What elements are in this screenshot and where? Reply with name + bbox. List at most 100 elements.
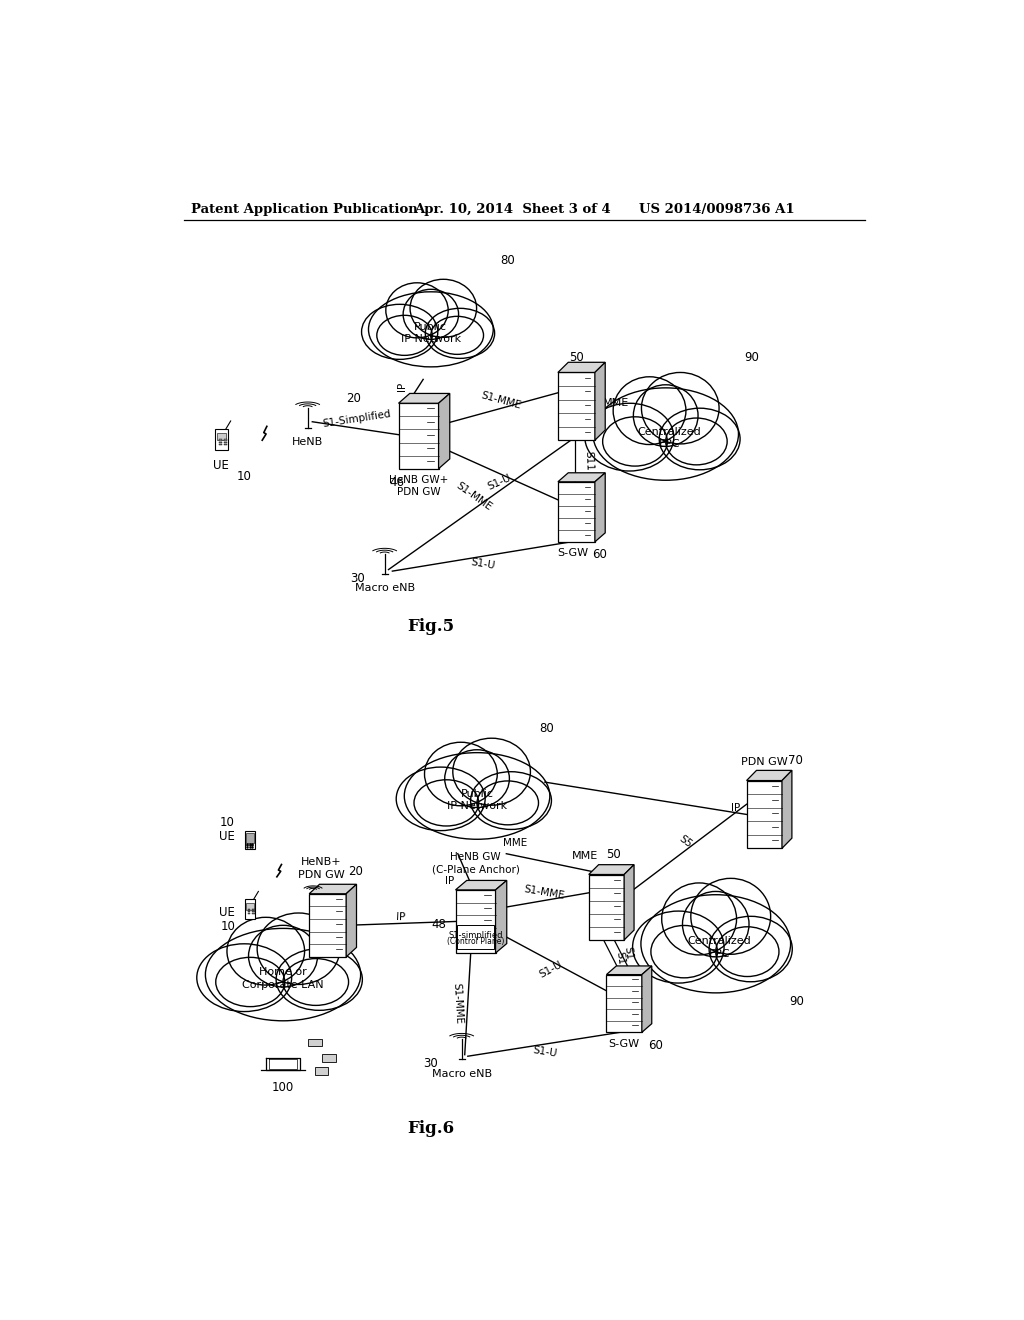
Ellipse shape <box>404 752 550 840</box>
Ellipse shape <box>403 289 459 339</box>
Text: S1-MME: S1-MME <box>455 480 494 512</box>
Text: IP: IP <box>396 912 406 923</box>
Ellipse shape <box>641 895 791 993</box>
Polygon shape <box>456 890 496 953</box>
Text: S11: S11 <box>614 950 627 972</box>
Polygon shape <box>589 865 634 874</box>
Ellipse shape <box>216 957 285 1007</box>
Ellipse shape <box>659 408 740 470</box>
Ellipse shape <box>249 925 317 987</box>
Text: Macro eNB: Macro eNB <box>354 583 415 594</box>
Text: 60: 60 <box>592 548 607 561</box>
Ellipse shape <box>716 927 779 977</box>
Text: S-GW: S-GW <box>608 1039 640 1048</box>
Ellipse shape <box>276 949 362 1010</box>
Text: Public
IP Network: Public IP Network <box>447 788 507 810</box>
Text: Public
IP Network: Public IP Network <box>400 322 461 345</box>
Ellipse shape <box>414 780 478 826</box>
Ellipse shape <box>444 750 509 808</box>
Ellipse shape <box>377 315 432 355</box>
Text: 80: 80 <box>539 722 554 735</box>
Polygon shape <box>558 473 605 482</box>
Text: HeNB GW+
PDN GW: HeNB GW+ PDN GW <box>389 475 449 498</box>
Text: MME: MME <box>571 850 598 861</box>
Ellipse shape <box>257 913 340 985</box>
Text: S1-U: S1-U <box>538 960 564 979</box>
Text: 60: 60 <box>648 1039 664 1052</box>
Polygon shape <box>309 884 356 894</box>
Polygon shape <box>247 833 254 843</box>
Text: 50: 50 <box>606 847 622 861</box>
Polygon shape <box>606 966 651 974</box>
Text: Centralized
EPC: Centralized EPC <box>688 936 752 958</box>
Polygon shape <box>398 393 450 404</box>
Text: 70: 70 <box>788 754 803 767</box>
Polygon shape <box>595 362 605 441</box>
Polygon shape <box>308 1039 323 1047</box>
Polygon shape <box>496 880 507 953</box>
Text: 30: 30 <box>350 572 366 585</box>
Ellipse shape <box>634 385 698 446</box>
Text: 20: 20 <box>348 866 362 878</box>
Text: 90: 90 <box>744 351 760 363</box>
Text: IP: IP <box>444 875 454 886</box>
Text: (Control Plane): (Control Plane) <box>446 937 504 945</box>
Ellipse shape <box>709 916 793 982</box>
Polygon shape <box>746 771 792 780</box>
Ellipse shape <box>396 767 485 830</box>
Polygon shape <box>215 429 227 450</box>
Text: Macro eNB: Macro eNB <box>431 1069 492 1078</box>
Text: S1-MME: S1-MME <box>452 982 464 1024</box>
Polygon shape <box>558 372 595 441</box>
Ellipse shape <box>386 282 449 338</box>
Polygon shape <box>595 473 605 543</box>
Ellipse shape <box>593 388 738 480</box>
Ellipse shape <box>613 376 686 445</box>
Ellipse shape <box>691 878 771 954</box>
Ellipse shape <box>662 883 736 954</box>
Polygon shape <box>782 771 792 849</box>
Text: UE: UE <box>219 907 234 920</box>
Polygon shape <box>642 966 651 1032</box>
Text: 20: 20 <box>346 392 361 405</box>
Ellipse shape <box>369 292 494 367</box>
Text: 90: 90 <box>790 995 804 1008</box>
Ellipse shape <box>361 305 438 359</box>
Polygon shape <box>558 362 605 372</box>
Text: IP: IP <box>397 381 408 391</box>
Polygon shape <box>457 924 494 949</box>
Polygon shape <box>606 974 642 1032</box>
Text: 10: 10 <box>219 816 234 829</box>
Ellipse shape <box>410 280 476 338</box>
Text: S1-MME: S1-MME <box>523 884 566 902</box>
Text: S1-MME: S1-MME <box>479 391 522 411</box>
Text: 46: 46 <box>389 477 404 490</box>
Polygon shape <box>217 433 226 440</box>
Text: 48: 48 <box>431 919 446 931</box>
Polygon shape <box>746 780 782 849</box>
Text: 100: 100 <box>272 1081 294 1094</box>
Text: S1-simplified: S1-simplified <box>449 931 503 940</box>
Ellipse shape <box>206 928 360 1020</box>
Text: Fig.5: Fig.5 <box>408 618 455 635</box>
Text: Fig.6: Fig.6 <box>408 1121 455 1137</box>
Text: 30: 30 <box>424 1056 438 1069</box>
Polygon shape <box>625 865 634 940</box>
Ellipse shape <box>641 372 719 444</box>
Text: S11: S11 <box>584 451 595 471</box>
Ellipse shape <box>431 317 483 354</box>
Polygon shape <box>245 899 255 919</box>
Text: IP: IP <box>731 803 740 813</box>
Ellipse shape <box>425 742 498 805</box>
Ellipse shape <box>197 944 292 1011</box>
Ellipse shape <box>227 917 304 985</box>
Polygon shape <box>323 1053 336 1061</box>
Ellipse shape <box>283 958 348 1006</box>
Ellipse shape <box>477 781 539 825</box>
Text: HeNB: HeNB <box>292 437 324 447</box>
Polygon shape <box>398 404 438 469</box>
Text: UE: UE <box>213 459 229 473</box>
Ellipse shape <box>453 738 530 805</box>
Polygon shape <box>246 903 254 909</box>
Ellipse shape <box>633 911 724 983</box>
